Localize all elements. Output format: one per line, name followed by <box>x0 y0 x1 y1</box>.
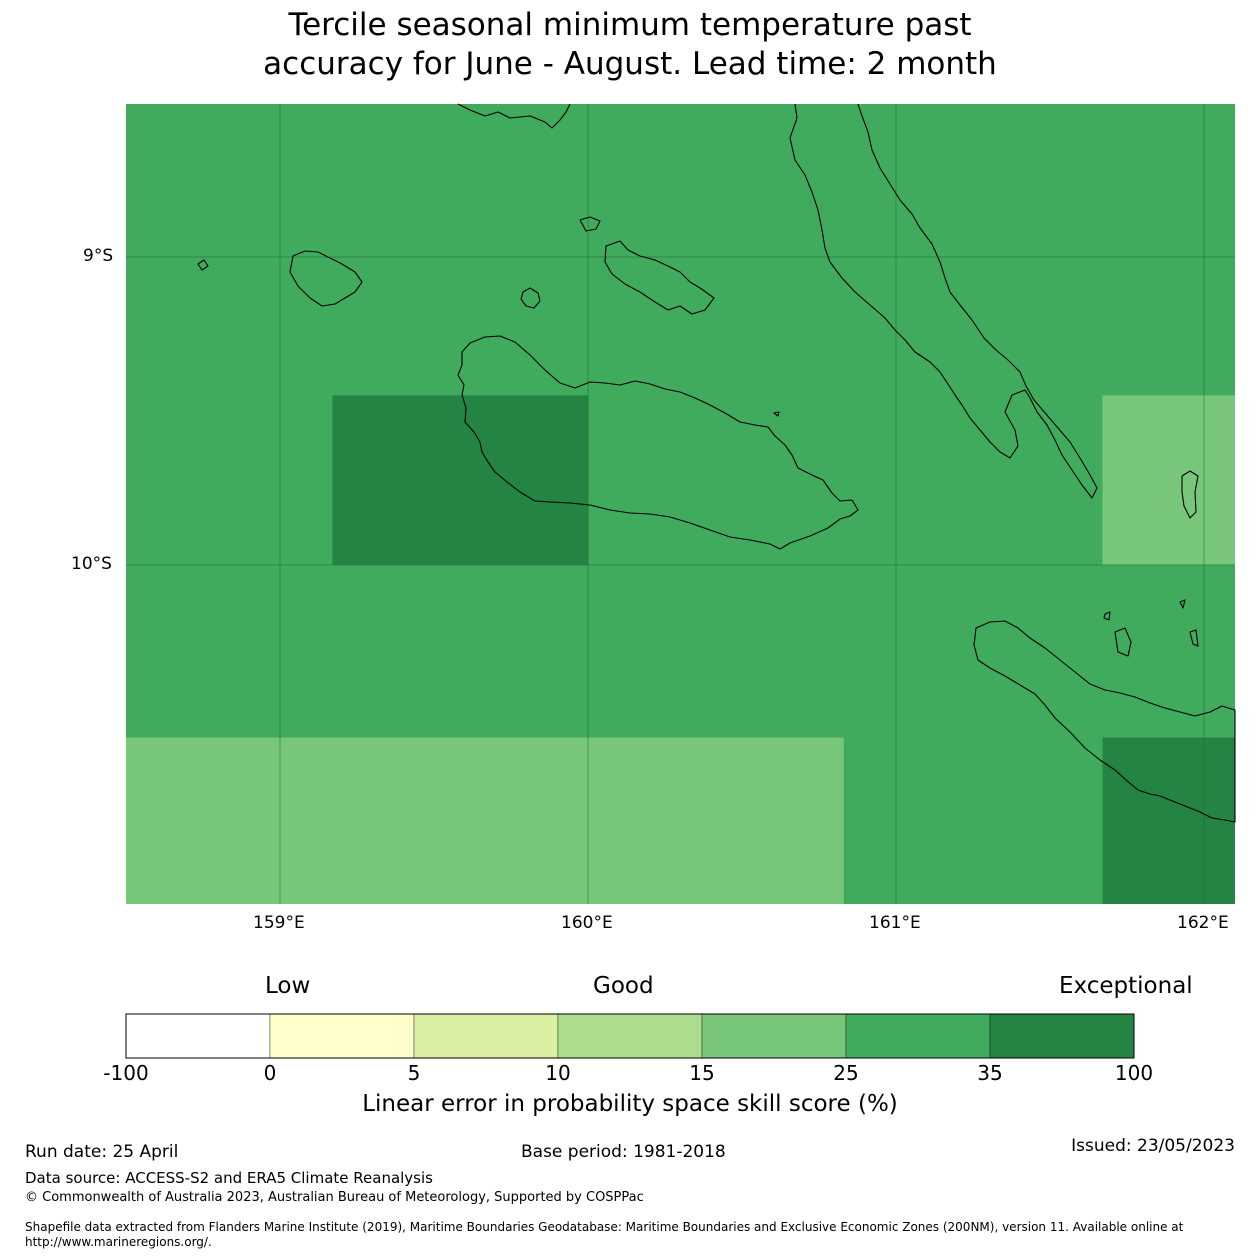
island-makira <box>973 620 1236 823</box>
map-gridlines <box>126 104 1235 904</box>
map-title-line-2: accuracy for June - August. Lead time: 2… <box>263 46 997 82</box>
colorbar-header-good: Good <box>593 973 654 999</box>
colorbar-header-low: Low <box>265 973 311 999</box>
island-small-mid <box>773 411 780 417</box>
skill-cell-4 <box>1102 737 1235 904</box>
base-period: Base period: 1981-2018 <box>521 1142 726 1162</box>
island-east-5 <box>1189 629 1199 647</box>
skill-cell-3 <box>126 737 844 904</box>
map-title-line-1: Tercile seasonal minimum temperature pas… <box>288 7 972 43</box>
skill-cell-1 <box>332 395 589 565</box>
skill-cell-2 <box>1102 395 1235 565</box>
island-west-north <box>457 103 571 129</box>
island-east-3 <box>1103 611 1111 621</box>
lon-label-159e: 159°E <box>253 913 305 933</box>
colorbar-segment-2 <box>269 1013 415 1059</box>
colorbar-segment-3 <box>413 1013 559 1059</box>
island-florida <box>604 240 715 315</box>
colorbar-segment-4 <box>557 1013 703 1059</box>
island-florida-north <box>579 216 601 232</box>
island-malaita <box>789 103 1098 499</box>
skill-cells <box>126 395 1235 904</box>
lon-label-161e: 161°E <box>869 913 921 933</box>
lon-label-162e: 162°E <box>1177 913 1229 933</box>
colorbar-segment-7 <box>989 1013 1135 1059</box>
colorbar-tick-label: 35 <box>977 1061 1003 1085</box>
island-guadalcanal <box>457 335 859 550</box>
copyright: © Commonwealth of Australia 2023, Austra… <box>25 1190 644 1205</box>
colorbar-tick-label: 100 <box>1114 1061 1154 1085</box>
colorbar <box>125 1013 1135 1059</box>
run-date: Run date: 25 April <box>25 1142 179 1162</box>
island-savo <box>520 287 541 309</box>
island-russell <box>289 250 363 307</box>
colorbar-tick-label: -100 <box>103 1061 149 1085</box>
island-east-2 <box>1114 627 1132 657</box>
colorbar-tick-label: 0 <box>263 1061 277 1085</box>
colorbar-tick-label: 10 <box>545 1061 571 1085</box>
skill-map <box>126 103 1236 904</box>
colorbar-header-exceptional: Exceptional <box>1059 973 1193 999</box>
shapefile-credit-line-2: http://www.marineregions.org/. <box>25 1235 212 1249</box>
data-source: Data source: ACCESS-S2 and ERA5 Climate … <box>25 1169 433 1187</box>
issued-date: Issued: 23/05/2023 <box>1071 1136 1235 1156</box>
island-east-4 <box>1179 599 1186 609</box>
shapefile-credit-line-1: Shapefile data extracted from Flanders M… <box>25 1220 1184 1234</box>
island-east-1 <box>1181 470 1199 519</box>
lat-label-9s: 9°S <box>83 246 114 266</box>
lat-label-10s: 10°S <box>71 554 112 574</box>
coastlines <box>197 103 1236 823</box>
colorbar-tick-label: 5 <box>407 1061 421 1085</box>
colorbar-frame <box>125 1013 1135 1059</box>
colorbar-label: Linear error in probability space skill … <box>362 1091 898 1117</box>
colorbar-tick-label: 15 <box>689 1061 715 1085</box>
lon-label-160e: 160°E <box>561 913 613 933</box>
colorbar-tick-label: 25 <box>833 1061 859 1085</box>
colorbar-segments <box>125 1013 1135 1059</box>
island-small-west <box>197 259 209 271</box>
colorbar-segment-6 <box>845 1013 991 1059</box>
colorbar-segment-1 <box>125 1013 271 1059</box>
colorbar-segment-5 <box>701 1013 847 1059</box>
